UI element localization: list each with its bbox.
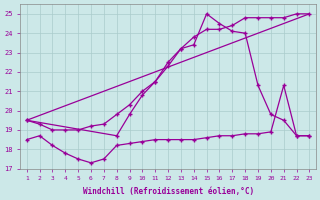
X-axis label: Windchill (Refroidissement éolien,°C): Windchill (Refroidissement éolien,°C) xyxy=(83,187,254,196)
